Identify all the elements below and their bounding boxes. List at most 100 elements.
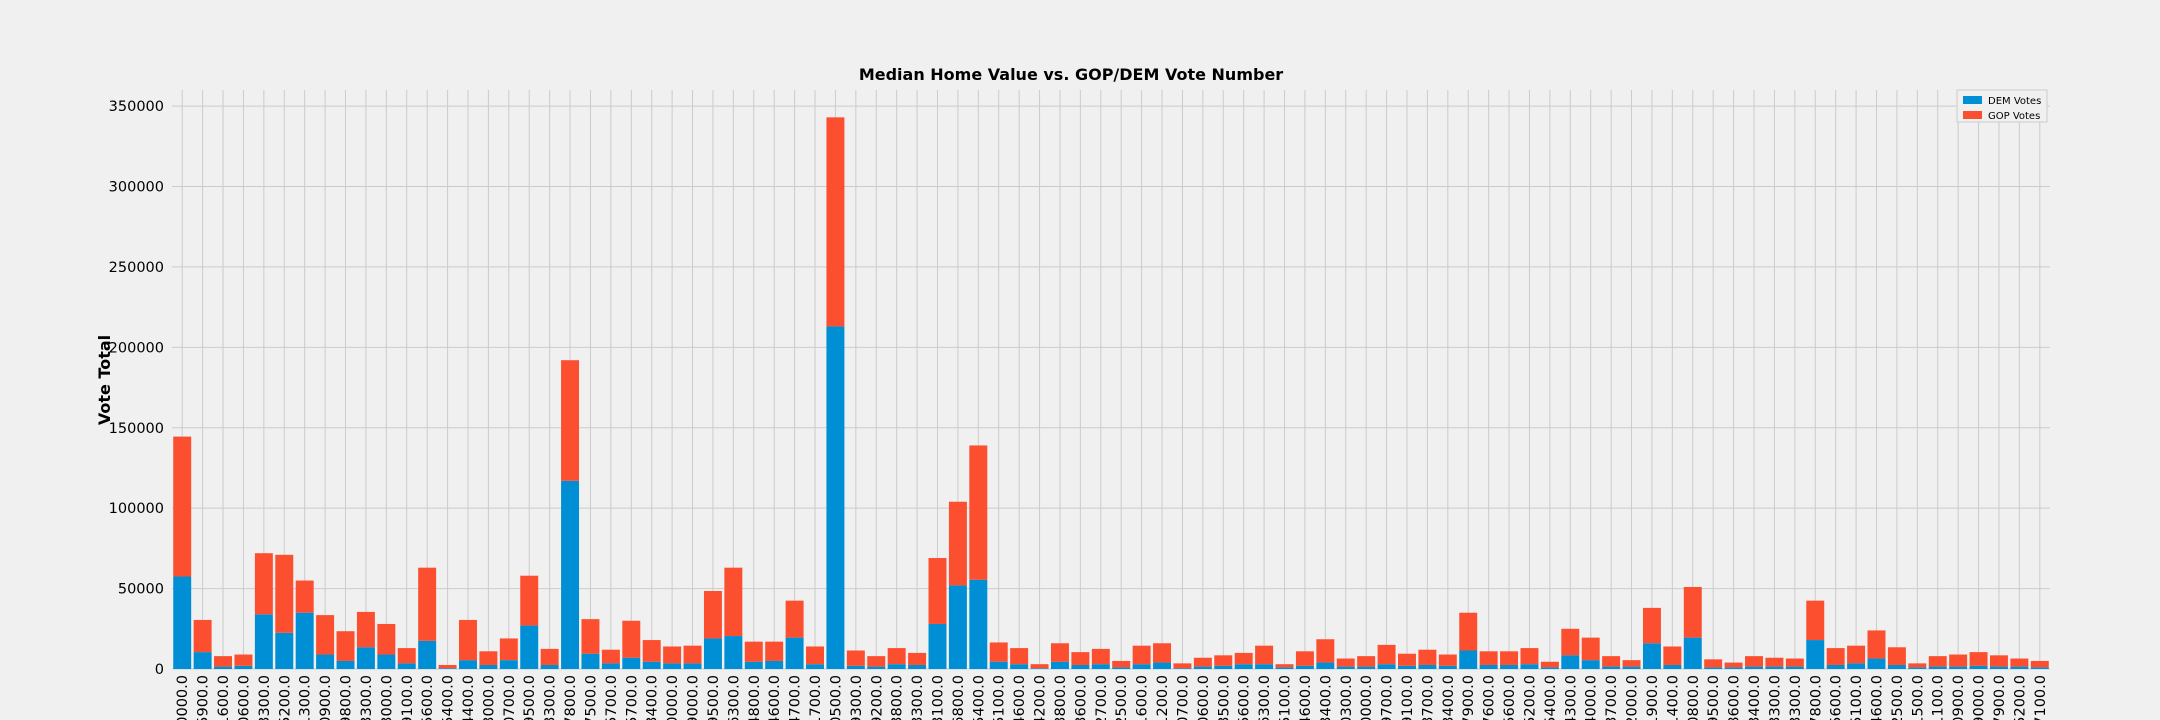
bar-dem-votes (1887, 664, 1906, 669)
bar-gop-votes (1928, 656, 1947, 667)
bar-gop-votes (1724, 662, 1743, 668)
x-tick-label: 3100.0 (930, 675, 946, 720)
bar-dem-votes (1908, 667, 1927, 669)
x-tick-label: 1600.0 (216, 675, 232, 720)
bar-dem-votes (1785, 666, 1804, 669)
bar-dem-votes (1438, 665, 1457, 669)
x-tick-label: 8600.0 (1727, 675, 1743, 720)
x-tick-label: 5600.0 (1237, 675, 1253, 720)
bar-gop-votes (1520, 648, 1539, 665)
bar-gop-votes (1438, 654, 1457, 666)
bar-gop-votes (479, 651, 498, 665)
bar-dem-votes (1418, 664, 1437, 669)
bar-dem-votes (1969, 665, 1988, 669)
x-tick-label: 0600.0 (1196, 675, 1212, 720)
bar-dem-votes (1642, 643, 1661, 669)
bar-dem-votes (1500, 664, 1519, 669)
bar-gop-votes (948, 501, 967, 586)
bar-dem-votes (1214, 665, 1233, 669)
bar-gop-votes (173, 436, 192, 577)
bar-dem-votes (377, 654, 396, 669)
bar-dem-votes (1091, 664, 1110, 669)
x-tick-label: 0600.0 (236, 675, 252, 720)
x-tick-label: 4300.0 (1563, 675, 1579, 720)
x-tick-label: 9500.0 (706, 675, 722, 720)
x-tick-label: 0300.0 (1339, 675, 1355, 720)
x-tick-label: 1900.0 (1645, 675, 1661, 720)
legend-label: DEM Votes (1988, 96, 2041, 107)
bar-dem-votes (703, 638, 722, 669)
x-tick-label: 7100.0 (2033, 675, 2049, 720)
bar-dem-votes (234, 665, 253, 669)
x-tick-label: 1500.0 (1910, 675, 1926, 720)
bar-dem-votes (336, 660, 355, 669)
x-tick-label: 5700.0 (604, 675, 620, 720)
x-tick-label: 5100.0 (1278, 675, 1294, 720)
bar-dem-votes (826, 326, 845, 669)
bar-gop-votes (1602, 656, 1621, 667)
legend: DEM Votes GOP Votes (1956, 89, 2048, 123)
chart-title: Median Home Value vs. GOP/DEM Vote Numbe… (859, 65, 1283, 84)
x-tick-label: 7900.0 (1461, 675, 1477, 720)
bar-gop-votes (785, 600, 804, 638)
x-tick-label: 3300.0 (543, 675, 559, 720)
x-tick-label: 0700.0 (502, 675, 518, 720)
bar-dem-votes (1153, 662, 1172, 669)
bar-gop-votes (1887, 647, 1906, 665)
bar-dem-votes (1173, 668, 1192, 669)
bar-dem-votes (1050, 661, 1069, 669)
x-tick-label: 9200.0 (869, 675, 885, 720)
bar-dem-votes (642, 661, 661, 669)
bar-dem-votes (765, 660, 784, 669)
bar-gop-votes (214, 656, 233, 667)
bar-gop-votes (499, 638, 518, 661)
bars (173, 117, 2049, 669)
bar-dem-votes (479, 664, 498, 669)
bar-dem-votes (806, 664, 824, 669)
x-tick-label: 5400.0 (971, 675, 987, 720)
x-tick-label: 7800.0 (563, 675, 579, 720)
bar-dem-votes (1540, 667, 1559, 669)
bar-gop-votes (1398, 653, 1416, 666)
bar-dem-votes (908, 664, 927, 669)
bar-gop-votes (887, 648, 906, 665)
x-tick-label: 7600.0 (1482, 675, 1498, 720)
y-axis-ticks: 0 50000 100000 150000 200000 250000 300000 3500… (109, 99, 164, 678)
bar-gop-votes (418, 567, 437, 641)
x-tick-label: 7500.0 (583, 675, 599, 720)
bar-dem-votes (1622, 666, 1641, 669)
bar-gop-votes (193, 619, 212, 653)
bar-gop-votes (520, 575, 539, 626)
bar-dem-votes (1071, 664, 1090, 669)
bar-gop-votes (908, 652, 927, 665)
bar-dem-votes (887, 664, 906, 669)
bar-gop-votes (1785, 658, 1804, 667)
bar-dem-votes (561, 480, 580, 669)
bar-gop-votes (234, 654, 253, 666)
bar-gop-votes (1316, 639, 1335, 663)
x-tick-label: 3300.0 (1767, 675, 1783, 720)
bar-gop-votes (1847, 645, 1866, 664)
bar-gop-votes (295, 580, 314, 613)
bar-gop-votes (1765, 657, 1784, 667)
bar-dem-votes (1928, 666, 1947, 669)
x-tick-label: 5100.0 (1849, 675, 1865, 720)
bar-dem-votes (459, 660, 477, 669)
bar-dem-votes (1132, 664, 1151, 669)
x-axis-ticks: 0000.0 5900.0 1600.0 0600.0 3300.0 5200.0 1300… (175, 675, 2049, 720)
x-tick-label: 9100.0 (1400, 675, 1416, 720)
x-tick-label: 4400.0 (461, 675, 477, 720)
x-tick-label: 9500.0 (1706, 675, 1722, 720)
bar-gop-votes (846, 650, 865, 666)
bar-dem-votes (418, 640, 437, 669)
x-tick-label: 4000.0 (1584, 675, 1600, 720)
bar-dem-votes (948, 585, 967, 669)
bar-gop-votes (1745, 656, 1763, 667)
bar-dem-votes (316, 654, 335, 669)
bar-gop-votes (1806, 600, 1825, 641)
bar-dem-votes (254, 614, 273, 669)
bar-dem-votes (214, 666, 233, 669)
x-tick-label: 9000.0 (686, 675, 702, 720)
bar-dem-votes (1765, 666, 1784, 669)
legend-swatch (1963, 96, 1982, 104)
